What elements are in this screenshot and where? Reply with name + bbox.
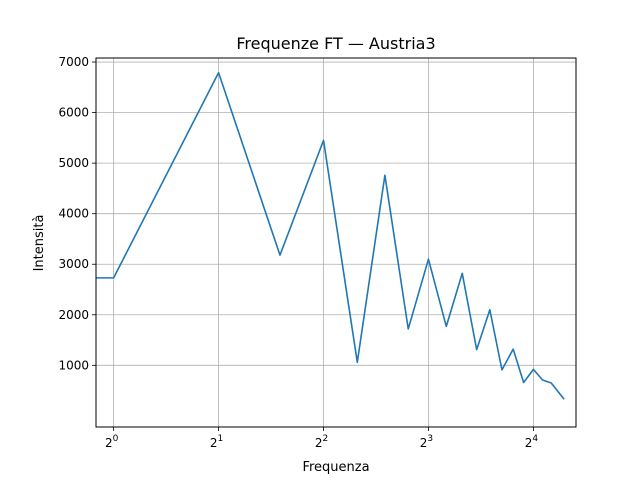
x-tick-label-2: 22 — [315, 434, 328, 450]
grid — [96, 58, 576, 427]
series-layer — [95, 71, 565, 400]
y-tick-label-6: 7000 — [58, 55, 89, 69]
y-tick-label-5: 6000 — [58, 106, 89, 120]
y-tick-label-3: 4000 — [58, 207, 89, 221]
y-tick-label-4: 5000 — [58, 156, 89, 170]
y-tick-label-2: 3000 — [58, 257, 89, 271]
ticks: 20 21 22 23 24 1000 2000 3000 4000 5000 6000 7000 — [58, 55, 538, 450]
x-axis-label: Frequenza — [302, 460, 369, 475]
x-tick-label-0: 20 — [105, 434, 119, 450]
x-tick-label-1: 21 — [210, 434, 223, 450]
y-axis-label: Intensità — [32, 215, 47, 272]
series-line-0 — [96, 71, 565, 400]
y-tick-label-1: 2000 — [58, 308, 89, 322]
x-tick-label-4: 24 — [525, 434, 539, 450]
x-tick-label-3: 23 — [420, 434, 433, 450]
chart-title: Frequenze FT — Austria3 — [236, 34, 435, 53]
y-tick-label-0: 1000 — [58, 358, 89, 372]
plot-frame — [95, 57, 577, 428]
